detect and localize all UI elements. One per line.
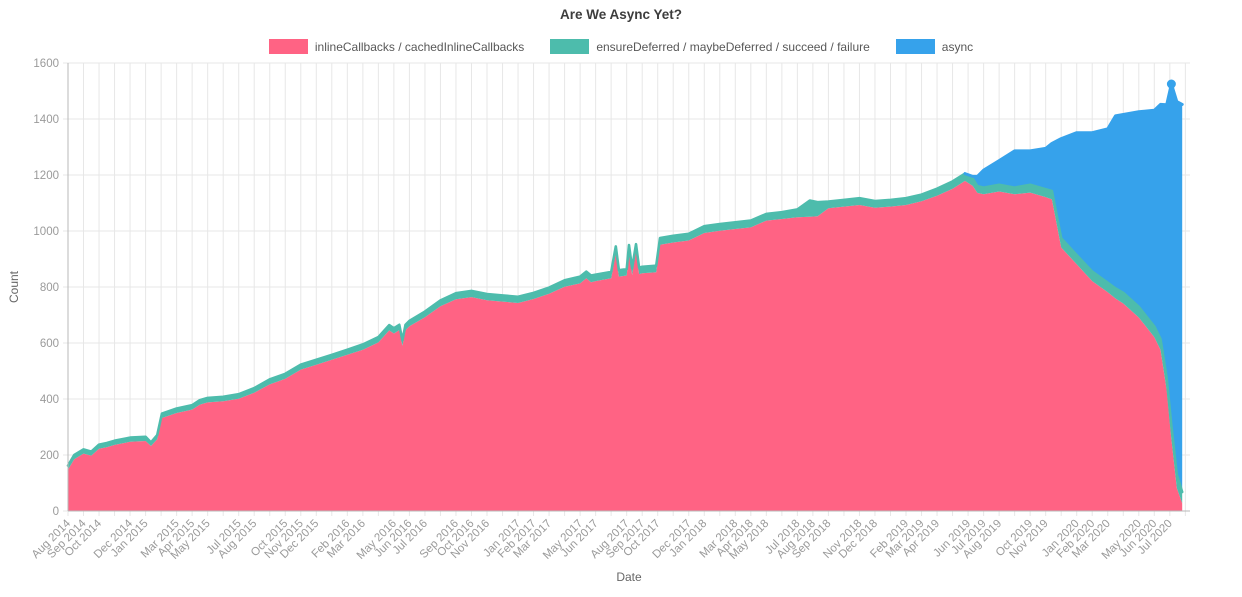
legend-label-ensuredeferred: ensureDeferred / maybeDeferred / succeed… <box>596 39 870 54</box>
chart-legend: inlineCallbacks / cachedInlineCallbacks e… <box>0 39 1242 54</box>
y-axis-title: Count <box>7 270 21 304</box>
chart-title: Are We Async Yet? <box>559 7 683 22</box>
legend-swatch-async <box>895 39 935 54</box>
y-tick-label: 600 <box>40 338 59 350</box>
y-tick-label: 1400 <box>33 114 59 126</box>
y-tick-label: 400 <box>40 394 59 406</box>
y-tick-label: 0 <box>53 506 59 518</box>
area-inlinecallbacks <box>68 180 1183 511</box>
legend-item-inlinecallbacks[interactable]: inlineCallbacks / cachedInlineCallbacks <box>268 39 525 54</box>
line-ensuredeferred <box>66 172 1184 494</box>
legend-label-async: async <box>941 39 974 54</box>
y-tick-label: 200 <box>40 450 59 462</box>
y-tick-label: 800 <box>40 282 59 294</box>
y-tick-label: 1000 <box>33 226 59 238</box>
legend-swatch-inlinecallbacks <box>268 39 308 54</box>
y-tick-label: 1600 <box>33 58 59 70</box>
legend-label-inlinecallbacks: inlineCallbacks / cachedInlineCallbacks <box>314 39 525 54</box>
legend-swatch-ensuredeferred <box>550 39 590 54</box>
legend-item-async[interactable]: async <box>895 39 974 54</box>
x-axis-title: Date <box>616 570 642 584</box>
final-point-marker <box>1166 79 1176 89</box>
line-async <box>963 82 1184 178</box>
legend-item-ensuredeferred[interactable]: ensureDeferred / maybeDeferred / succeed… <box>550 39 870 54</box>
y-tick-label: 1200 <box>33 170 59 182</box>
